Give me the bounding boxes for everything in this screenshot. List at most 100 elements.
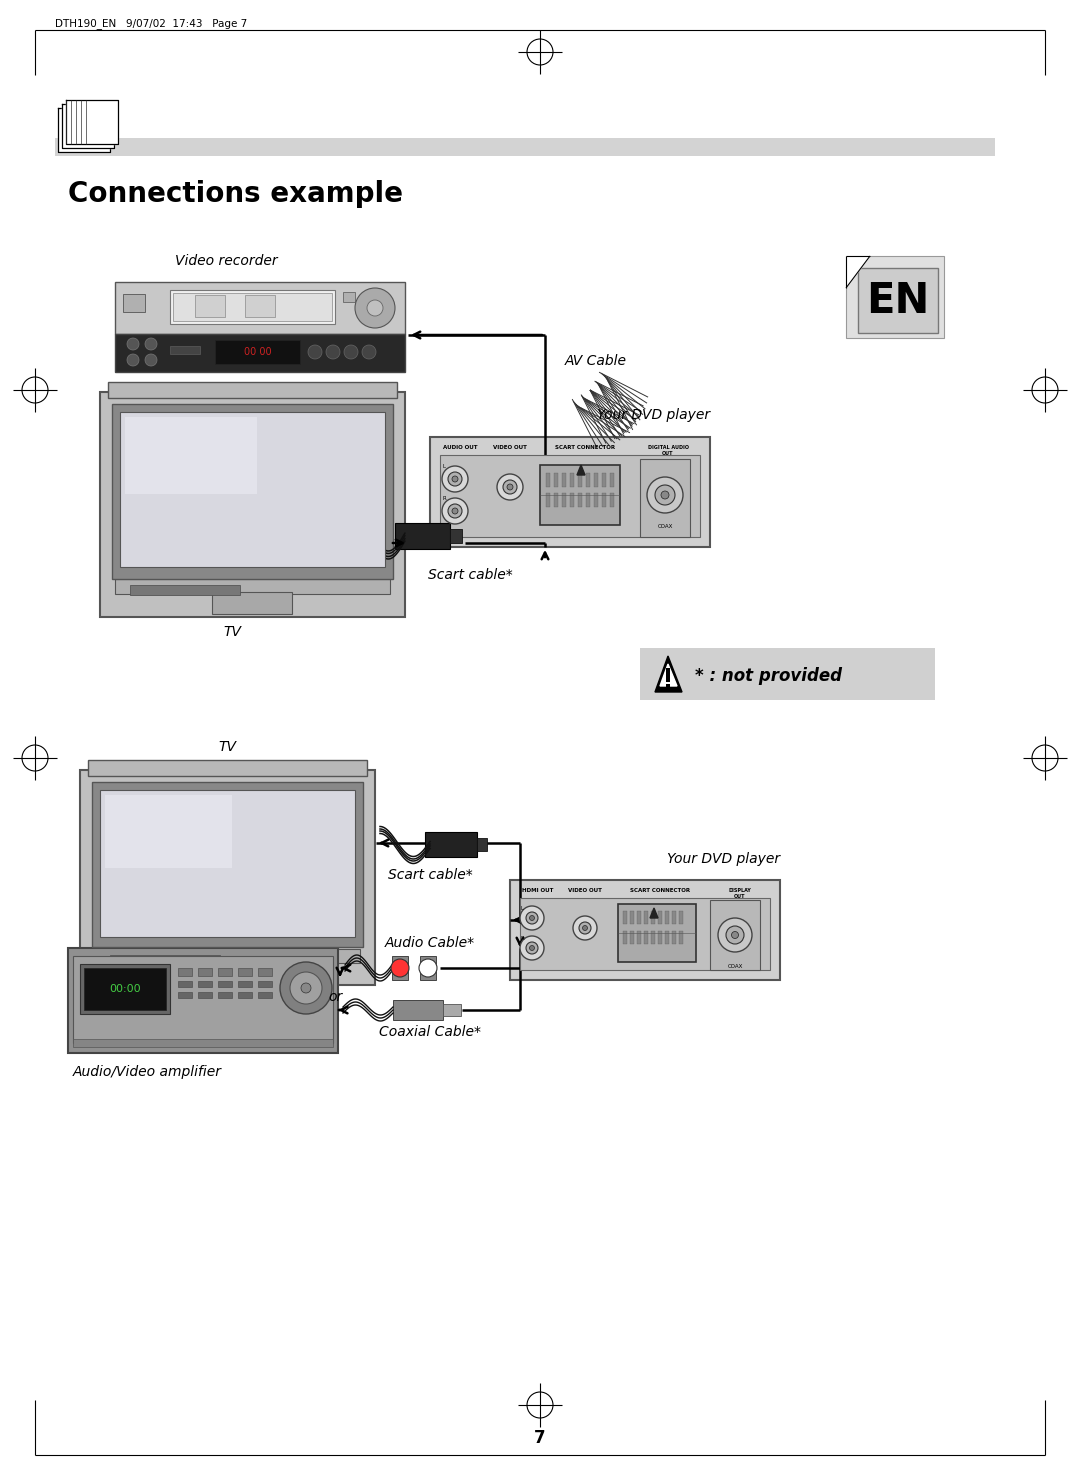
Bar — [343, 292, 355, 302]
Text: Scart cable*: Scart cable* — [388, 867, 472, 882]
Bar — [80, 770, 375, 985]
Polygon shape — [58, 108, 110, 152]
Text: SCART CONNECTOR: SCART CONNECTOR — [630, 888, 690, 892]
Bar — [666, 668, 670, 681]
Bar — [651, 912, 654, 923]
Bar — [546, 473, 550, 487]
Circle shape — [391, 959, 409, 976]
Bar — [858, 268, 939, 333]
Bar — [238, 981, 252, 987]
Bar — [554, 473, 558, 487]
Text: 00 00: 00 00 — [244, 347, 272, 357]
Bar — [586, 493, 590, 507]
Circle shape — [731, 932, 739, 938]
Text: or: or — [328, 990, 342, 1004]
Bar — [637, 912, 642, 923]
Circle shape — [503, 479, 517, 494]
Bar — [651, 931, 654, 944]
Circle shape — [362, 345, 376, 358]
Bar — [623, 912, 627, 923]
Circle shape — [419, 959, 437, 976]
Polygon shape — [846, 257, 870, 288]
Bar — [395, 524, 450, 549]
Bar — [426, 832, 477, 857]
Bar — [195, 295, 225, 317]
Text: TV: TV — [222, 625, 241, 639]
Bar — [640, 459, 690, 537]
Circle shape — [127, 354, 139, 366]
Bar — [105, 795, 232, 867]
Bar — [120, 412, 384, 566]
Circle shape — [448, 504, 462, 518]
Bar — [215, 341, 300, 364]
Text: 00:00: 00:00 — [109, 984, 140, 994]
Bar — [546, 493, 550, 507]
Circle shape — [442, 499, 468, 524]
Bar — [510, 881, 780, 979]
Bar — [238, 993, 252, 999]
Bar — [640, 648, 935, 701]
Text: Audio Cable*: Audio Cable* — [384, 937, 475, 950]
Bar — [570, 473, 573, 487]
Bar — [578, 493, 582, 507]
Bar — [114, 580, 390, 594]
Bar — [679, 931, 683, 944]
Circle shape — [442, 466, 468, 493]
Text: EN: EN — [866, 280, 930, 322]
Bar — [87, 760, 367, 776]
Bar — [554, 493, 558, 507]
Text: Your DVD player: Your DVD player — [666, 853, 780, 866]
Text: HDMI OUT: HDMI OUT — [523, 888, 554, 892]
Bar — [114, 333, 405, 372]
Circle shape — [301, 982, 311, 993]
Bar — [658, 931, 662, 944]
Bar — [73, 956, 333, 1043]
Bar — [55, 139, 995, 156]
Bar — [170, 347, 200, 354]
Bar — [519, 898, 770, 971]
Circle shape — [367, 299, 383, 316]
Bar — [178, 981, 192, 987]
Bar — [450, 530, 462, 543]
Circle shape — [718, 917, 752, 951]
Text: Connections example: Connections example — [68, 180, 403, 208]
Circle shape — [497, 473, 523, 500]
Text: COAX: COAX — [658, 525, 673, 530]
Bar — [68, 948, 338, 1053]
Bar — [130, 586, 240, 594]
Text: 7: 7 — [535, 1429, 545, 1447]
Bar — [245, 295, 275, 317]
Bar — [218, 993, 232, 999]
Bar — [392, 956, 408, 979]
Bar — [258, 968, 272, 976]
Bar — [602, 493, 606, 507]
Bar — [212, 591, 292, 614]
Text: DIGITAL AUDIO
OUT: DIGITAL AUDIO OUT — [648, 445, 689, 456]
Bar — [92, 782, 363, 947]
Text: * : not provided: * : not provided — [696, 667, 842, 684]
Circle shape — [647, 476, 683, 513]
Text: L: L — [521, 906, 524, 910]
Circle shape — [519, 937, 544, 960]
Bar — [594, 473, 598, 487]
Text: Your DVD player: Your DVD player — [597, 409, 710, 422]
Bar — [95, 948, 360, 963]
Circle shape — [529, 945, 535, 950]
Bar — [173, 294, 332, 322]
Polygon shape — [66, 100, 118, 145]
Circle shape — [661, 491, 669, 499]
Text: Coaxial Cable*: Coaxial Cable* — [379, 1025, 481, 1038]
Bar — [125, 417, 257, 494]
Text: DTH190_EN   9/07/02  17:43   Page 7: DTH190_EN 9/07/02 17:43 Page 7 — [55, 18, 247, 30]
Bar — [586, 473, 590, 487]
Polygon shape — [62, 105, 114, 148]
Bar — [198, 968, 212, 976]
Text: DISPLAY
OUT: DISPLAY OUT — [729, 888, 752, 898]
Bar — [114, 282, 405, 333]
Bar — [665, 912, 669, 923]
Circle shape — [654, 485, 675, 504]
Circle shape — [127, 338, 139, 350]
Bar — [238, 968, 252, 976]
Bar — [110, 954, 220, 965]
Polygon shape — [654, 656, 681, 692]
